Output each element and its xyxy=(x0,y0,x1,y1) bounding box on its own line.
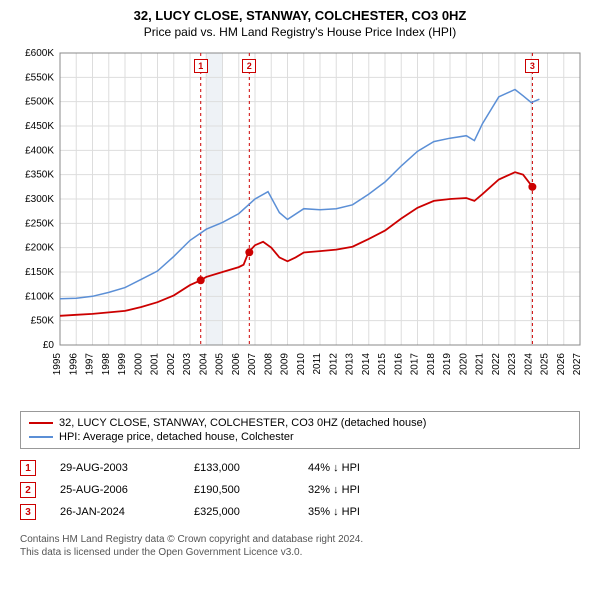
svg-text:2004: 2004 xyxy=(198,353,209,376)
legend-row: 32, LUCY CLOSE, STANWAY, COLCHESTER, CO3… xyxy=(29,416,571,430)
chart-tx-badge: 1 xyxy=(194,59,208,73)
svg-text:2000: 2000 xyxy=(133,353,144,376)
legend-label: 32, LUCY CLOSE, STANWAY, COLCHESTER, CO3… xyxy=(59,417,426,429)
svg-text:2025: 2025 xyxy=(540,353,551,376)
svg-text:£500K: £500K xyxy=(25,97,54,108)
svg-text:2012: 2012 xyxy=(328,353,339,376)
chart-tx-badge: 2 xyxy=(242,59,256,73)
chart: £0 £50K £100K £150K £200K £250K £300K £350K £400… xyxy=(12,45,588,405)
svg-text:2024: 2024 xyxy=(523,353,534,376)
svg-text:£450K: £450K xyxy=(25,121,54,132)
svg-text:2010: 2010 xyxy=(296,353,307,376)
tx-date: 26-JAN-2024 xyxy=(60,506,170,518)
tx-badge: 1 xyxy=(20,460,36,476)
tx-price: £133,000 xyxy=(194,462,284,474)
title-block: 32, LUCY CLOSE, STANWAY, COLCHESTER, CO3… xyxy=(12,8,588,39)
svg-text:2016: 2016 xyxy=(393,353,404,376)
legend-row: HPI: Average price, detached house, Colc… xyxy=(29,430,571,444)
legend-label: HPI: Average price, detached house, Colc… xyxy=(59,431,294,443)
svg-text:£200K: £200K xyxy=(25,243,54,254)
svg-text:2027: 2027 xyxy=(572,353,583,376)
svg-text:2014: 2014 xyxy=(361,353,372,376)
chart-tx-badge: 3 xyxy=(525,59,539,73)
svg-text:£50K: £50K xyxy=(31,316,55,327)
table-row: 2 25-AUG-2006 £190,500 32% ↓ HPI xyxy=(20,479,580,501)
table-row: 3 26-JAN-2024 £325,000 35% ↓ HPI xyxy=(20,501,580,523)
legend-swatch xyxy=(29,436,53,438)
svg-text:2015: 2015 xyxy=(377,353,388,376)
svg-text:£550K: £550K xyxy=(25,72,54,83)
transaction-table: 1 29-AUG-2003 £133,000 44% ↓ HPI 2 25-AU… xyxy=(20,457,580,523)
svg-text:2006: 2006 xyxy=(231,353,242,376)
tx-badge: 3 xyxy=(20,504,36,520)
tx-diff: 44% ↓ HPI xyxy=(308,462,398,474)
footer: Contains HM Land Registry data © Crown c… xyxy=(20,533,580,559)
svg-text:1996: 1996 xyxy=(68,353,79,376)
tx-diff: 35% ↓ HPI xyxy=(308,506,398,518)
svg-text:2013: 2013 xyxy=(345,353,356,376)
svg-text:2021: 2021 xyxy=(475,353,486,376)
svg-text:£400K: £400K xyxy=(25,145,54,156)
svg-text:£300K: £300K xyxy=(25,194,54,205)
svg-text:2026: 2026 xyxy=(556,353,567,376)
svg-text:2007: 2007 xyxy=(247,353,258,376)
svg-text:2022: 2022 xyxy=(491,353,502,376)
chart-svg: £0 £50K £100K £150K £200K £250K £300K £350K £400… xyxy=(12,45,588,405)
tx-price: £325,000 xyxy=(194,506,284,518)
chart-subtitle: Price paid vs. HM Land Registry's House … xyxy=(12,25,588,39)
svg-text:2019: 2019 xyxy=(442,353,453,376)
svg-text:1998: 1998 xyxy=(101,353,112,376)
svg-text:£100K: £100K xyxy=(25,291,54,302)
svg-text:2017: 2017 xyxy=(410,353,421,376)
svg-text:2011: 2011 xyxy=(312,353,323,375)
svg-text:1995: 1995 xyxy=(52,353,63,376)
svg-text:2001: 2001 xyxy=(150,353,161,376)
tx-badge: 2 xyxy=(20,482,36,498)
svg-text:£150K: £150K xyxy=(25,267,54,278)
svg-text:1999: 1999 xyxy=(117,353,128,376)
svg-text:2018: 2018 xyxy=(426,353,437,376)
tx-date: 29-AUG-2003 xyxy=(60,462,170,474)
svg-text:2003: 2003 xyxy=(182,353,193,376)
page: 32, LUCY CLOSE, STANWAY, COLCHESTER, CO3… xyxy=(0,0,600,567)
svg-text:£0: £0 xyxy=(43,340,55,351)
svg-text:2009: 2009 xyxy=(280,353,291,376)
table-row: 1 29-AUG-2003 £133,000 44% ↓ HPI xyxy=(20,457,580,479)
svg-text:£600K: £600K xyxy=(25,48,54,59)
legend-swatch xyxy=(29,422,53,424)
tx-price: £190,500 xyxy=(194,484,284,496)
footer-line: Contains HM Land Registry data © Crown c… xyxy=(20,533,580,546)
tx-date: 25-AUG-2006 xyxy=(60,484,170,496)
tx-diff: 32% ↓ HPI xyxy=(308,484,398,496)
svg-text:£250K: £250K xyxy=(25,218,54,229)
chart-title: 32, LUCY CLOSE, STANWAY, COLCHESTER, CO3… xyxy=(12,8,588,23)
legend: 32, LUCY CLOSE, STANWAY, COLCHESTER, CO3… xyxy=(20,411,580,449)
svg-text:1997: 1997 xyxy=(85,353,96,376)
svg-text:£350K: £350K xyxy=(25,170,54,181)
svg-text:2020: 2020 xyxy=(458,353,469,376)
svg-text:2023: 2023 xyxy=(507,353,518,376)
footer-line: This data is licensed under the Open Gov… xyxy=(20,546,580,559)
svg-text:2005: 2005 xyxy=(215,353,226,376)
svg-text:2008: 2008 xyxy=(263,353,274,376)
svg-text:2002: 2002 xyxy=(166,353,177,376)
